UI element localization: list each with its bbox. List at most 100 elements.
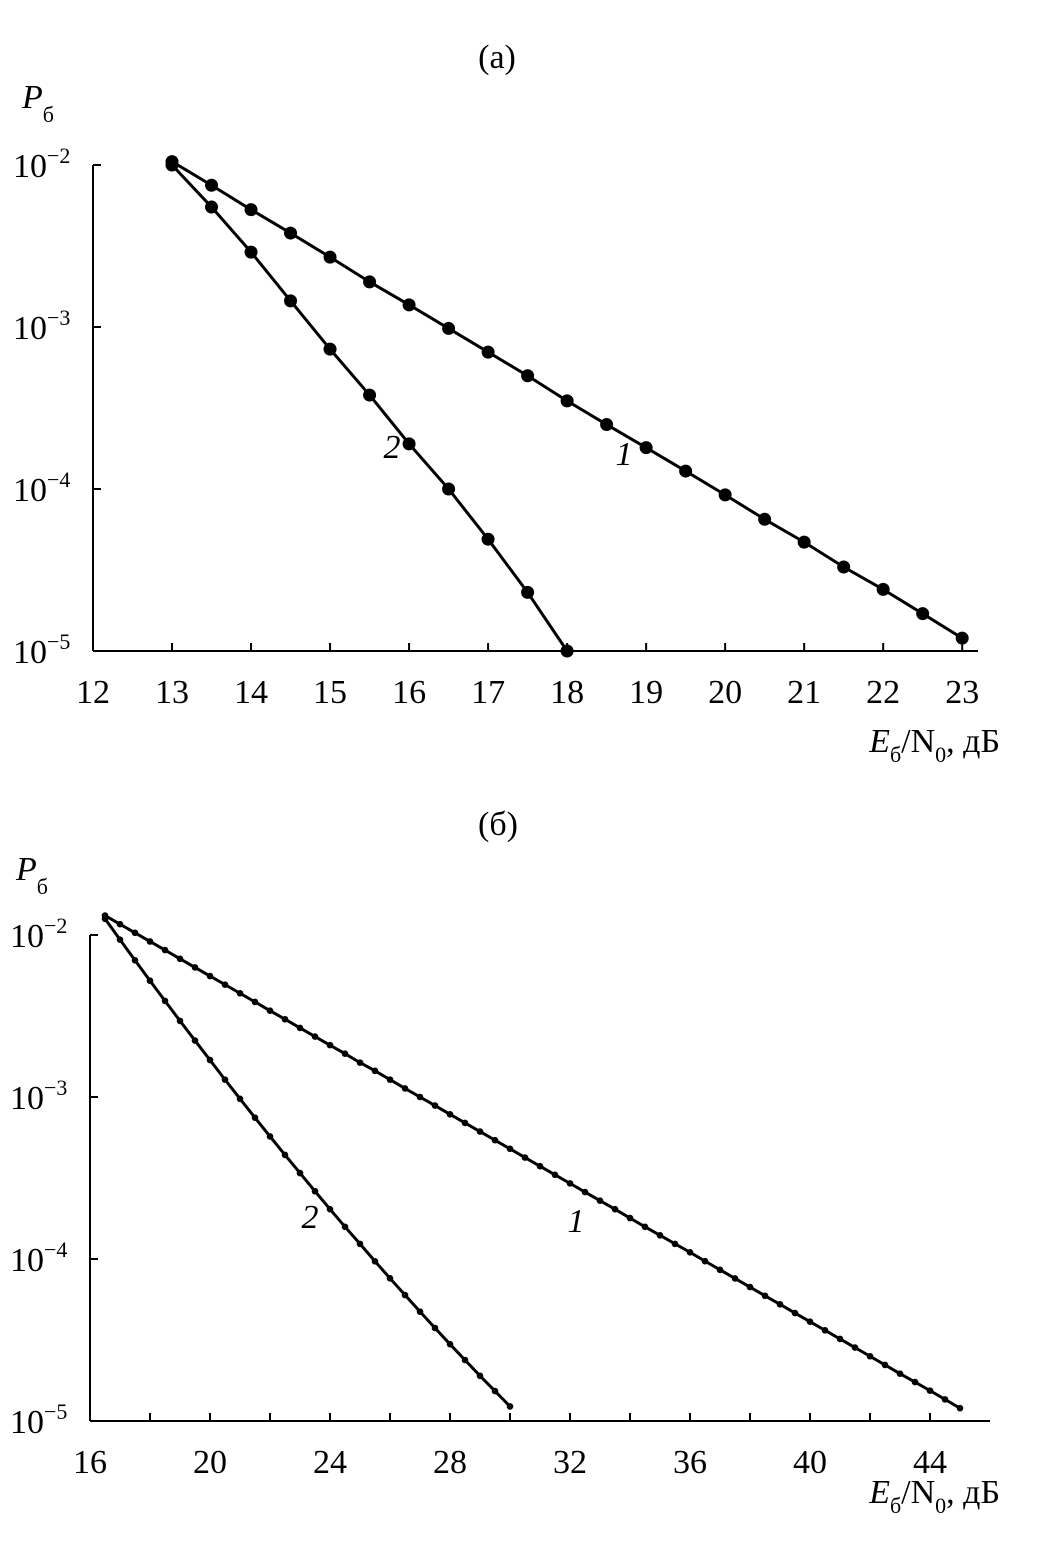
data-point (521, 585, 535, 599)
y-tick-exp: −4 (47, 467, 70, 492)
data-point (116, 920, 124, 928)
data-point (821, 1326, 829, 1334)
x-tick-label: 16 (73, 1444, 107, 1481)
data-point (244, 203, 258, 217)
data-point (131, 929, 139, 937)
data-point (386, 1275, 394, 1282)
data-point (371, 1067, 379, 1075)
data-point (506, 1403, 514, 1410)
data-point (205, 178, 219, 192)
data-point (521, 1154, 529, 1161)
y-tick-base: 10 (10, 1404, 44, 1441)
y-tick-base: 10 (10, 918, 44, 955)
data-point (716, 1266, 724, 1274)
data-point (284, 226, 298, 240)
data-point (806, 1318, 814, 1326)
data-point (416, 1308, 424, 1315)
data-point (837, 560, 851, 574)
data-point (284, 294, 298, 308)
y-tick-base: 10 (13, 148, 47, 185)
x-tick-label: 16 (392, 674, 426, 711)
data-point (566, 1180, 574, 1187)
data-point (671, 1240, 679, 1248)
data-point (641, 1223, 649, 1231)
data-point (221, 981, 229, 988)
data-point (956, 1404, 964, 1412)
data-point (363, 275, 377, 289)
series-line (103, 917, 512, 1408)
data-point (536, 1162, 544, 1170)
y-axis-label: Pб (21, 79, 54, 127)
data-point (596, 1197, 604, 1205)
data-point (131, 956, 139, 964)
series-line (104, 914, 961, 1410)
data-point (236, 1095, 244, 1103)
data-point (600, 418, 614, 432)
data-point (718, 488, 732, 502)
data-point (916, 607, 930, 621)
x-tick-label: 21 (787, 674, 821, 711)
x-tick-label: 23 (945, 674, 979, 711)
x-tick-label: 22 (866, 674, 900, 711)
x-label-part: E (868, 723, 890, 760)
data-point (244, 245, 258, 259)
data-point (560, 394, 574, 408)
data-point (746, 1283, 754, 1291)
data-point (491, 1387, 499, 1395)
data-point (761, 1292, 769, 1300)
y-label-main: P (21, 79, 43, 116)
data-point (881, 1361, 889, 1369)
curve-label: 2 (384, 429, 401, 466)
data-point (560, 644, 574, 658)
data-point (416, 1093, 424, 1101)
data-point (679, 464, 693, 478)
data-point (866, 1352, 874, 1360)
x-tick-label: 24 (313, 1444, 347, 1481)
curve-label: 2 (302, 1199, 319, 1236)
y-tick-label: 10−2 (10, 913, 67, 955)
x-label-part: E (868, 1474, 890, 1511)
y-axis-label: Pб (15, 851, 48, 899)
data-point (206, 1056, 214, 1064)
data-point (323, 342, 337, 356)
data-point (161, 946, 169, 954)
data-point (731, 1275, 739, 1282)
data-point (266, 1007, 274, 1014)
x-tick-label: 19 (629, 674, 663, 711)
x-axis-label: Eб/N0, дБ (868, 1474, 1000, 1518)
data-point (506, 1145, 514, 1153)
y-tick-base: 10 (10, 1242, 44, 1279)
data-point (442, 321, 456, 335)
x-label-part: 0 (935, 742, 946, 767)
data-point (461, 1119, 469, 1127)
x-tick-label: 40 (793, 1444, 827, 1481)
y-tick-exp: −3 (47, 305, 70, 330)
y-label-sub: б (43, 102, 54, 127)
data-point (356, 1059, 364, 1066)
data-point (205, 200, 219, 214)
y-tick-label: 10−2 (13, 143, 70, 185)
x-label-part: /N (901, 1474, 935, 1511)
data-point (146, 938, 154, 945)
data-point (281, 1151, 289, 1159)
y-tick-label: 10−5 (13, 629, 70, 671)
x-tick-label: 17 (471, 674, 505, 711)
y-tick-base: 10 (13, 472, 47, 509)
data-point (191, 1037, 199, 1044)
x-label-part: б (890, 1493, 901, 1518)
data-point (401, 1291, 409, 1299)
x-tick-label: 44 (913, 1444, 947, 1481)
data-point (446, 1111, 454, 1118)
data-point (146, 977, 154, 985)
x-tick-label: 32 (553, 1444, 587, 1481)
y-tick-exp: −5 (47, 629, 70, 654)
data-point (851, 1344, 859, 1351)
data-point (401, 1085, 409, 1092)
data-point (656, 1232, 664, 1239)
data-point (911, 1378, 919, 1386)
data-point (326, 1041, 334, 1049)
data-point (896, 1370, 904, 1377)
x-tick-label: 12 (76, 674, 110, 711)
data-point (797, 535, 811, 549)
data-point (386, 1076, 394, 1083)
